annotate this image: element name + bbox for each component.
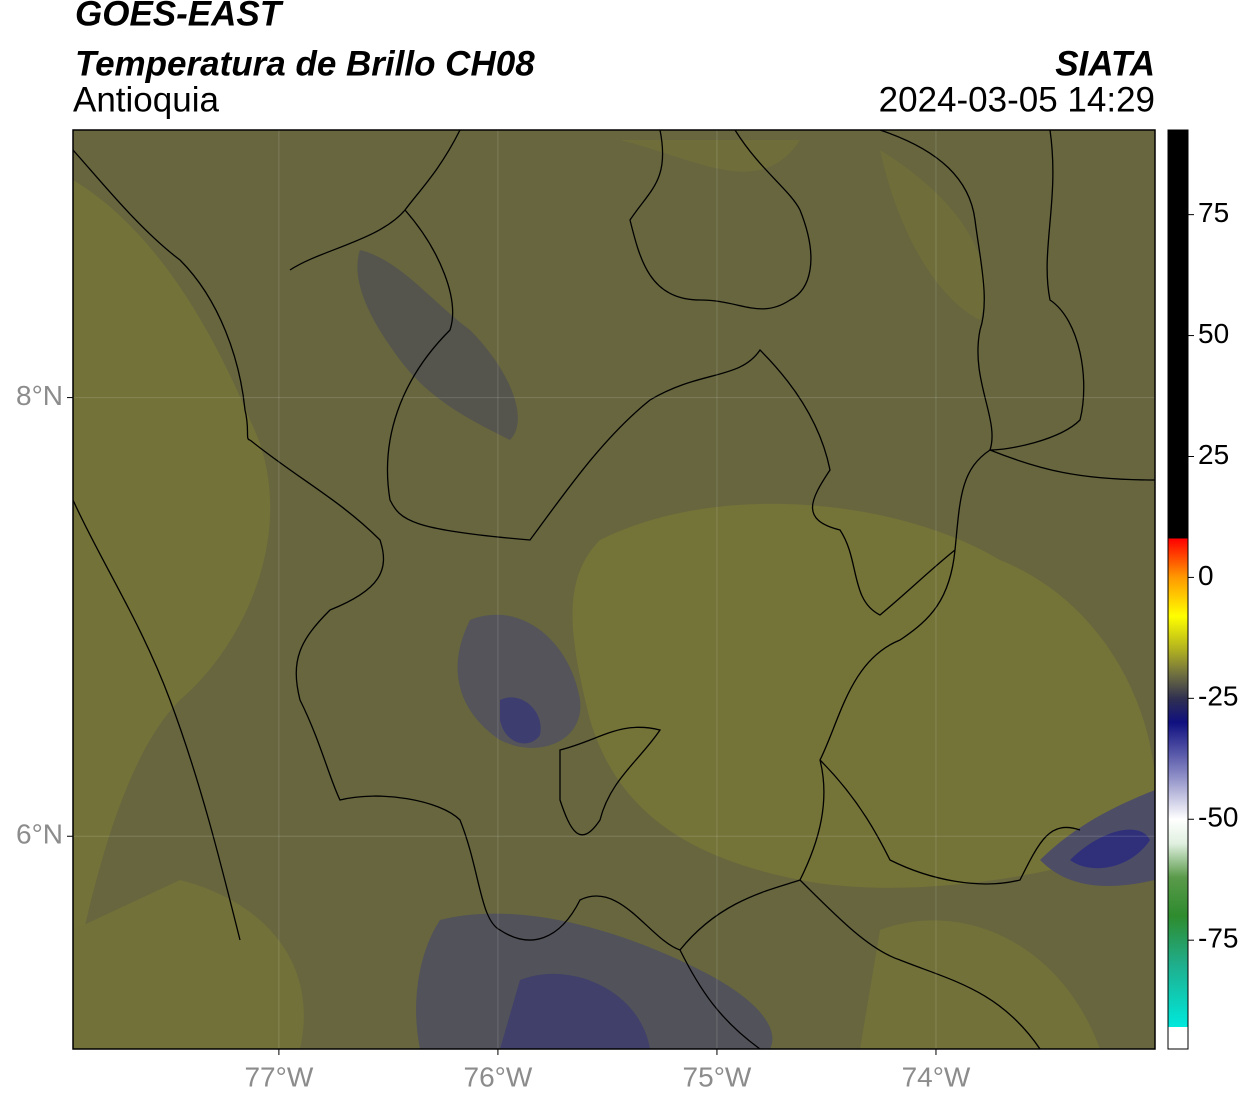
warm-area (572, 503, 1155, 888)
cold-area (416, 913, 773, 1049)
x-tick-label: 76°W (464, 1061, 533, 1092)
region: Antioquia (73, 80, 219, 119)
y-tick-label: 6°N (16, 819, 63, 850)
cold-area (457, 614, 581, 748)
colorbar-tick-label: 0 (1198, 560, 1214, 591)
subtitle: Temperatura de Brillo CH08 (75, 44, 535, 83)
x-tick-label: 77°W (244, 1061, 313, 1092)
colorbar-tick-label: -75 (1198, 923, 1238, 954)
warm-area (73, 880, 1100, 1049)
colorbar-tick-label: 75 (1198, 197, 1229, 228)
colorbar-tick-label: -50 (1198, 802, 1238, 833)
datetime: 2024-03-05 14:29 (879, 80, 1155, 119)
map-frame (72, 129, 1156, 1050)
graticule (73, 130, 1155, 1049)
cold-core (1070, 829, 1150, 869)
cold-area (1040, 790, 1155, 886)
cold-area (357, 250, 518, 440)
colorbar-tick-label: -25 (1198, 681, 1238, 712)
x-tick-label: 74°W (902, 1061, 971, 1092)
colorbar-tick-label: 25 (1198, 439, 1229, 470)
cold-core (500, 697, 541, 744)
satellite-image (73, 130, 1155, 1049)
colorbar-tick-label: 50 (1198, 318, 1229, 349)
title: GOES-EAST (75, 0, 284, 33)
cold-core (500, 973, 650, 1049)
x-tick-label: 75°W (683, 1061, 752, 1092)
source: SIATA (1055, 44, 1155, 83)
warm-area (620, 140, 986, 320)
warm-area (73, 180, 271, 980)
colorbar (1167, 129, 1189, 1050)
y-tick-label: 8°N (16, 380, 63, 411)
